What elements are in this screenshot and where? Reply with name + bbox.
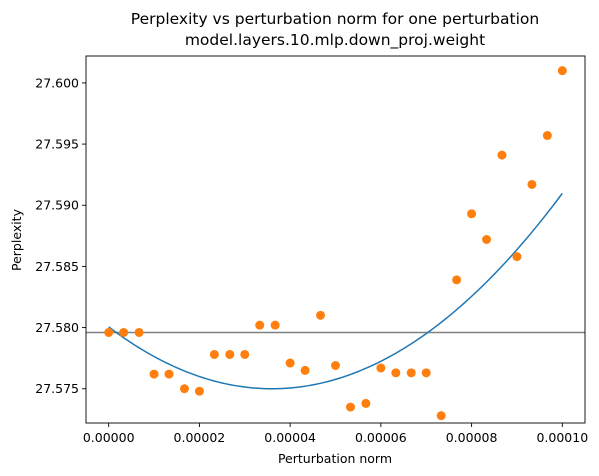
data-point <box>104 327 114 337</box>
data-point <box>421 368 431 378</box>
data-point <box>452 275 462 285</box>
chart-title-line1: Perplexity vs perturbation norm for one … <box>131 10 539 28</box>
x-tick-label: 0.00000 <box>83 430 135 445</box>
y-axis: 27.575 27.580 27.585 27.590 27.595 27.600 <box>35 75 86 396</box>
data-point <box>225 349 235 359</box>
data-point <box>270 320 280 330</box>
data-point <box>361 398 371 408</box>
data-point <box>255 320 265 330</box>
chart-title-line2: model.layers.10.mlp.down_proj.weight <box>185 31 485 50</box>
data-point <box>164 369 174 379</box>
x-tick-label: 0.00004 <box>264 430 316 445</box>
data-point <box>149 369 159 379</box>
data-point <box>391 368 401 378</box>
y-axis-label: Perplexity <box>9 208 24 271</box>
data-point <box>542 131 552 141</box>
x-tick-label: 0.00002 <box>174 430 226 445</box>
data-point <box>345 402 355 412</box>
data-point <box>527 179 537 189</box>
plot-area <box>85 55 586 424</box>
data-point <box>300 365 310 375</box>
data-point <box>467 209 477 219</box>
x-tick-label: 0.00010 <box>536 430 588 445</box>
data-point <box>436 411 446 421</box>
fit-curve <box>108 192 563 390</box>
x-tick-label: 0.00008 <box>446 430 498 445</box>
data-point <box>285 358 295 368</box>
y-tick-label: 27.575 <box>35 381 79 396</box>
data-point <box>497 150 507 160</box>
x-axis-label: Perturbation norm <box>278 451 392 466</box>
data-point <box>512 252 522 262</box>
axes-frame <box>85 55 586 424</box>
data-point <box>331 361 340 371</box>
data-point <box>134 327 144 337</box>
y-tick-label: 27.585 <box>35 259 79 274</box>
y-tick-label: 27.580 <box>35 320 79 335</box>
data-point <box>316 310 326 320</box>
data-point <box>194 386 204 396</box>
y-tick-label: 27.600 <box>35 75 79 90</box>
data-point <box>240 349 250 359</box>
data-point <box>406 368 416 378</box>
data-point <box>119 327 129 337</box>
data-point <box>179 384 189 394</box>
data-point <box>557 66 567 76</box>
y-tick-label: 27.590 <box>35 198 79 213</box>
y-tick-label: 27.595 <box>35 137 79 152</box>
data-point <box>209 349 219 359</box>
x-tick-label: 0.00006 <box>355 430 407 445</box>
x-axis: 0.00000 0.00002 0.00004 0.00006 0.00008 0.000… <box>83 423 588 445</box>
data-point <box>376 363 386 373</box>
data-point <box>482 235 492 244</box>
